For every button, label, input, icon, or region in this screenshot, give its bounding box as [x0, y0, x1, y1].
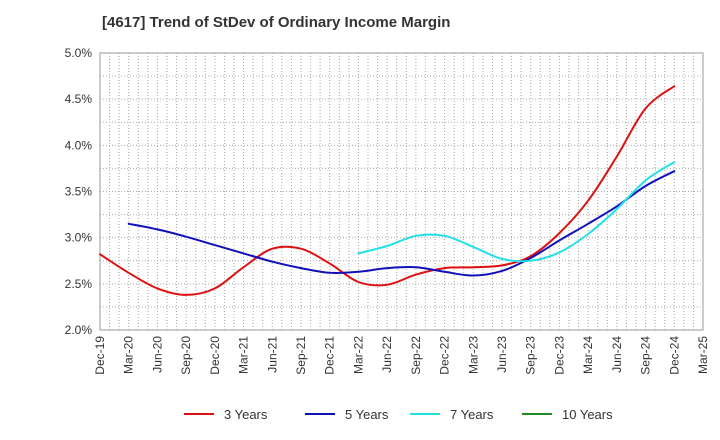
x-axis-ticks: Dec-19 Mar-20 Jun-20 Sep-20 Dec-20 Mar-21 Jun-… — [93, 336, 710, 375]
series-line-3-years — [99, 85, 676, 296]
chart-title: [4617] Trend of StDev of Ordinary Income… — [102, 14, 451, 31]
y-axis-ticks: 2.0% 2.5% 3.0% 3.5% 4.0% 4.5% 5.0% — [65, 46, 93, 337]
grid — [100, 53, 703, 330]
legend: 3 Years 5 Years 7 Years 10 Years — [184, 407, 613, 422]
x-tick-label: Dec-23 — [552, 336, 566, 375]
y-tick-label: 5.0% — [65, 46, 93, 60]
y-tick-label: 4.5% — [65, 92, 93, 106]
series-line-7-years — [357, 161, 676, 263]
x-tick-label: Dec-21 — [323, 336, 337, 375]
x-tick-label: Sep-22 — [409, 336, 423, 375]
legend-label: 3 Years — [224, 407, 268, 422]
x-tick-label: Sep-23 — [524, 336, 538, 375]
x-tick-label: Mar-21 — [237, 336, 251, 374]
x-tick-label: Sep-20 — [179, 336, 193, 375]
x-tick-label: Dec-19 — [93, 336, 107, 375]
x-tick-label: Jun-22 — [380, 336, 394, 373]
x-tick-label: Jun-20 — [150, 336, 164, 373]
x-tick-label: Dec-22 — [438, 336, 452, 375]
x-tick-label: Mar-20 — [122, 336, 136, 374]
y-tick-label: 4.0% — [65, 138, 93, 152]
x-tick-label: Jun-23 — [495, 336, 509, 373]
x-tick-label: Jun-21 — [265, 336, 279, 373]
x-tick-label: Mar-25 — [696, 336, 710, 374]
series-line-5-years — [127, 170, 676, 277]
x-tick-label: Dec-20 — [208, 336, 222, 375]
plot-frame — [99, 52, 704, 331]
x-tick-label: Jun-24 — [610, 336, 624, 373]
legend-label: 5 Years — [345, 407, 389, 422]
x-tick-label: Mar-24 — [581, 336, 595, 374]
legend-label: 7 Years — [450, 407, 494, 422]
x-tick-label: Mar-23 — [466, 336, 480, 374]
y-tick-label: 3.5% — [65, 185, 93, 199]
series-lines — [99, 85, 676, 296]
x-tick-label: Mar-22 — [351, 336, 365, 374]
x-tick-label: Dec-24 — [667, 336, 681, 375]
y-tick-label: 2.0% — [65, 323, 93, 337]
x-tick-label: Sep-24 — [639, 336, 653, 375]
y-tick-label: 2.5% — [65, 277, 93, 291]
legend-label: 10 Years — [562, 407, 613, 422]
x-tick-label: Sep-21 — [294, 336, 308, 375]
y-tick-label: 3.0% — [65, 231, 93, 245]
